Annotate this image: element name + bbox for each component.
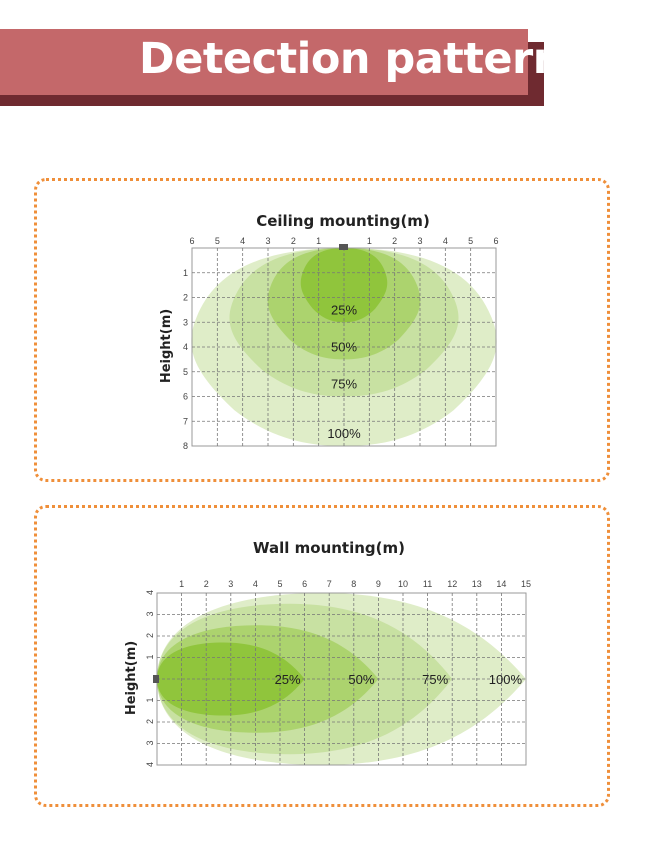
y-tick-label: 1: [145, 655, 155, 660]
x-tick-label: 5: [215, 236, 220, 246]
y-axis-title: Height(m): [124, 641, 139, 715]
title-banner: [0, 29, 528, 95]
x-tick-label: 13: [472, 579, 482, 589]
x-tick-label: 15: [521, 579, 531, 589]
x-tick-label: 3: [417, 236, 422, 246]
zone-label: 50%: [331, 339, 357, 354]
y-tick-label: 1: [183, 268, 188, 278]
chart-title: Ceiling mounting(m): [256, 212, 430, 230]
zone-label: 100%: [327, 426, 361, 441]
y-axis-title: Height(m): [159, 309, 174, 383]
y-tick-label: 4: [145, 590, 155, 595]
x-tick-label: 9: [376, 579, 381, 589]
x-tick-label: 7: [327, 579, 332, 589]
x-tick-label: 4: [253, 579, 258, 589]
x-tick-label: 14: [496, 579, 506, 589]
y-tick-label: 2: [183, 293, 188, 303]
x-tick-label: 1: [367, 236, 372, 246]
x-tick-label: 2: [204, 579, 209, 589]
y-tick-label: 6: [183, 392, 188, 402]
y-tick-label: 4: [145, 762, 155, 767]
x-tick-label: 1: [179, 579, 184, 589]
ceiling-mounting-panel: [34, 178, 610, 482]
x-tick-label: 8: [351, 579, 356, 589]
x-tick-label: 4: [240, 236, 245, 246]
x-tick-label: 1: [316, 236, 321, 246]
y-tick-label: 3: [183, 317, 188, 327]
y-tick-label: 7: [183, 416, 188, 426]
x-tick-label: 2: [291, 236, 296, 246]
chart-title: Wall mounting(m): [253, 539, 405, 557]
y-tick-label: 2: [145, 719, 155, 724]
y-tick-label: 3: [145, 612, 155, 617]
zone-label: 25%: [275, 672, 301, 687]
y-tick-label: 1: [145, 698, 155, 703]
zone-label: 50%: [348, 672, 374, 687]
sensor-marker: [153, 675, 159, 683]
sensor-marker: [339, 244, 348, 250]
x-tick-label: 6: [493, 236, 498, 246]
x-tick-label: 10: [398, 579, 408, 589]
x-tick-label: 3: [265, 236, 270, 246]
x-tick-label: 5: [468, 236, 473, 246]
x-tick-label: 12: [447, 579, 457, 589]
x-tick-label: 6: [189, 236, 194, 246]
y-tick-label: 4: [183, 342, 188, 352]
x-tick-label: 6: [302, 579, 307, 589]
zone-label: 25%: [331, 302, 357, 317]
x-tick-label: 3: [228, 579, 233, 589]
y-tick-label: 2: [145, 633, 155, 638]
y-tick-label: 3: [145, 741, 155, 746]
x-tick-label: 4: [443, 236, 448, 246]
zone-label: 100%: [489, 672, 523, 687]
x-tick-label: 11: [423, 579, 432, 589]
page-title: Detection pattern: [139, 34, 563, 84]
x-tick-label: 2: [392, 236, 397, 246]
y-tick-label: 5: [183, 367, 188, 377]
zone-label: 75%: [422, 672, 448, 687]
wall-mounting-panel: [34, 505, 610, 807]
y-tick-label: 8: [183, 441, 188, 451]
zone-label: 75%: [331, 377, 357, 392]
x-tick-label: 5: [277, 579, 282, 589]
